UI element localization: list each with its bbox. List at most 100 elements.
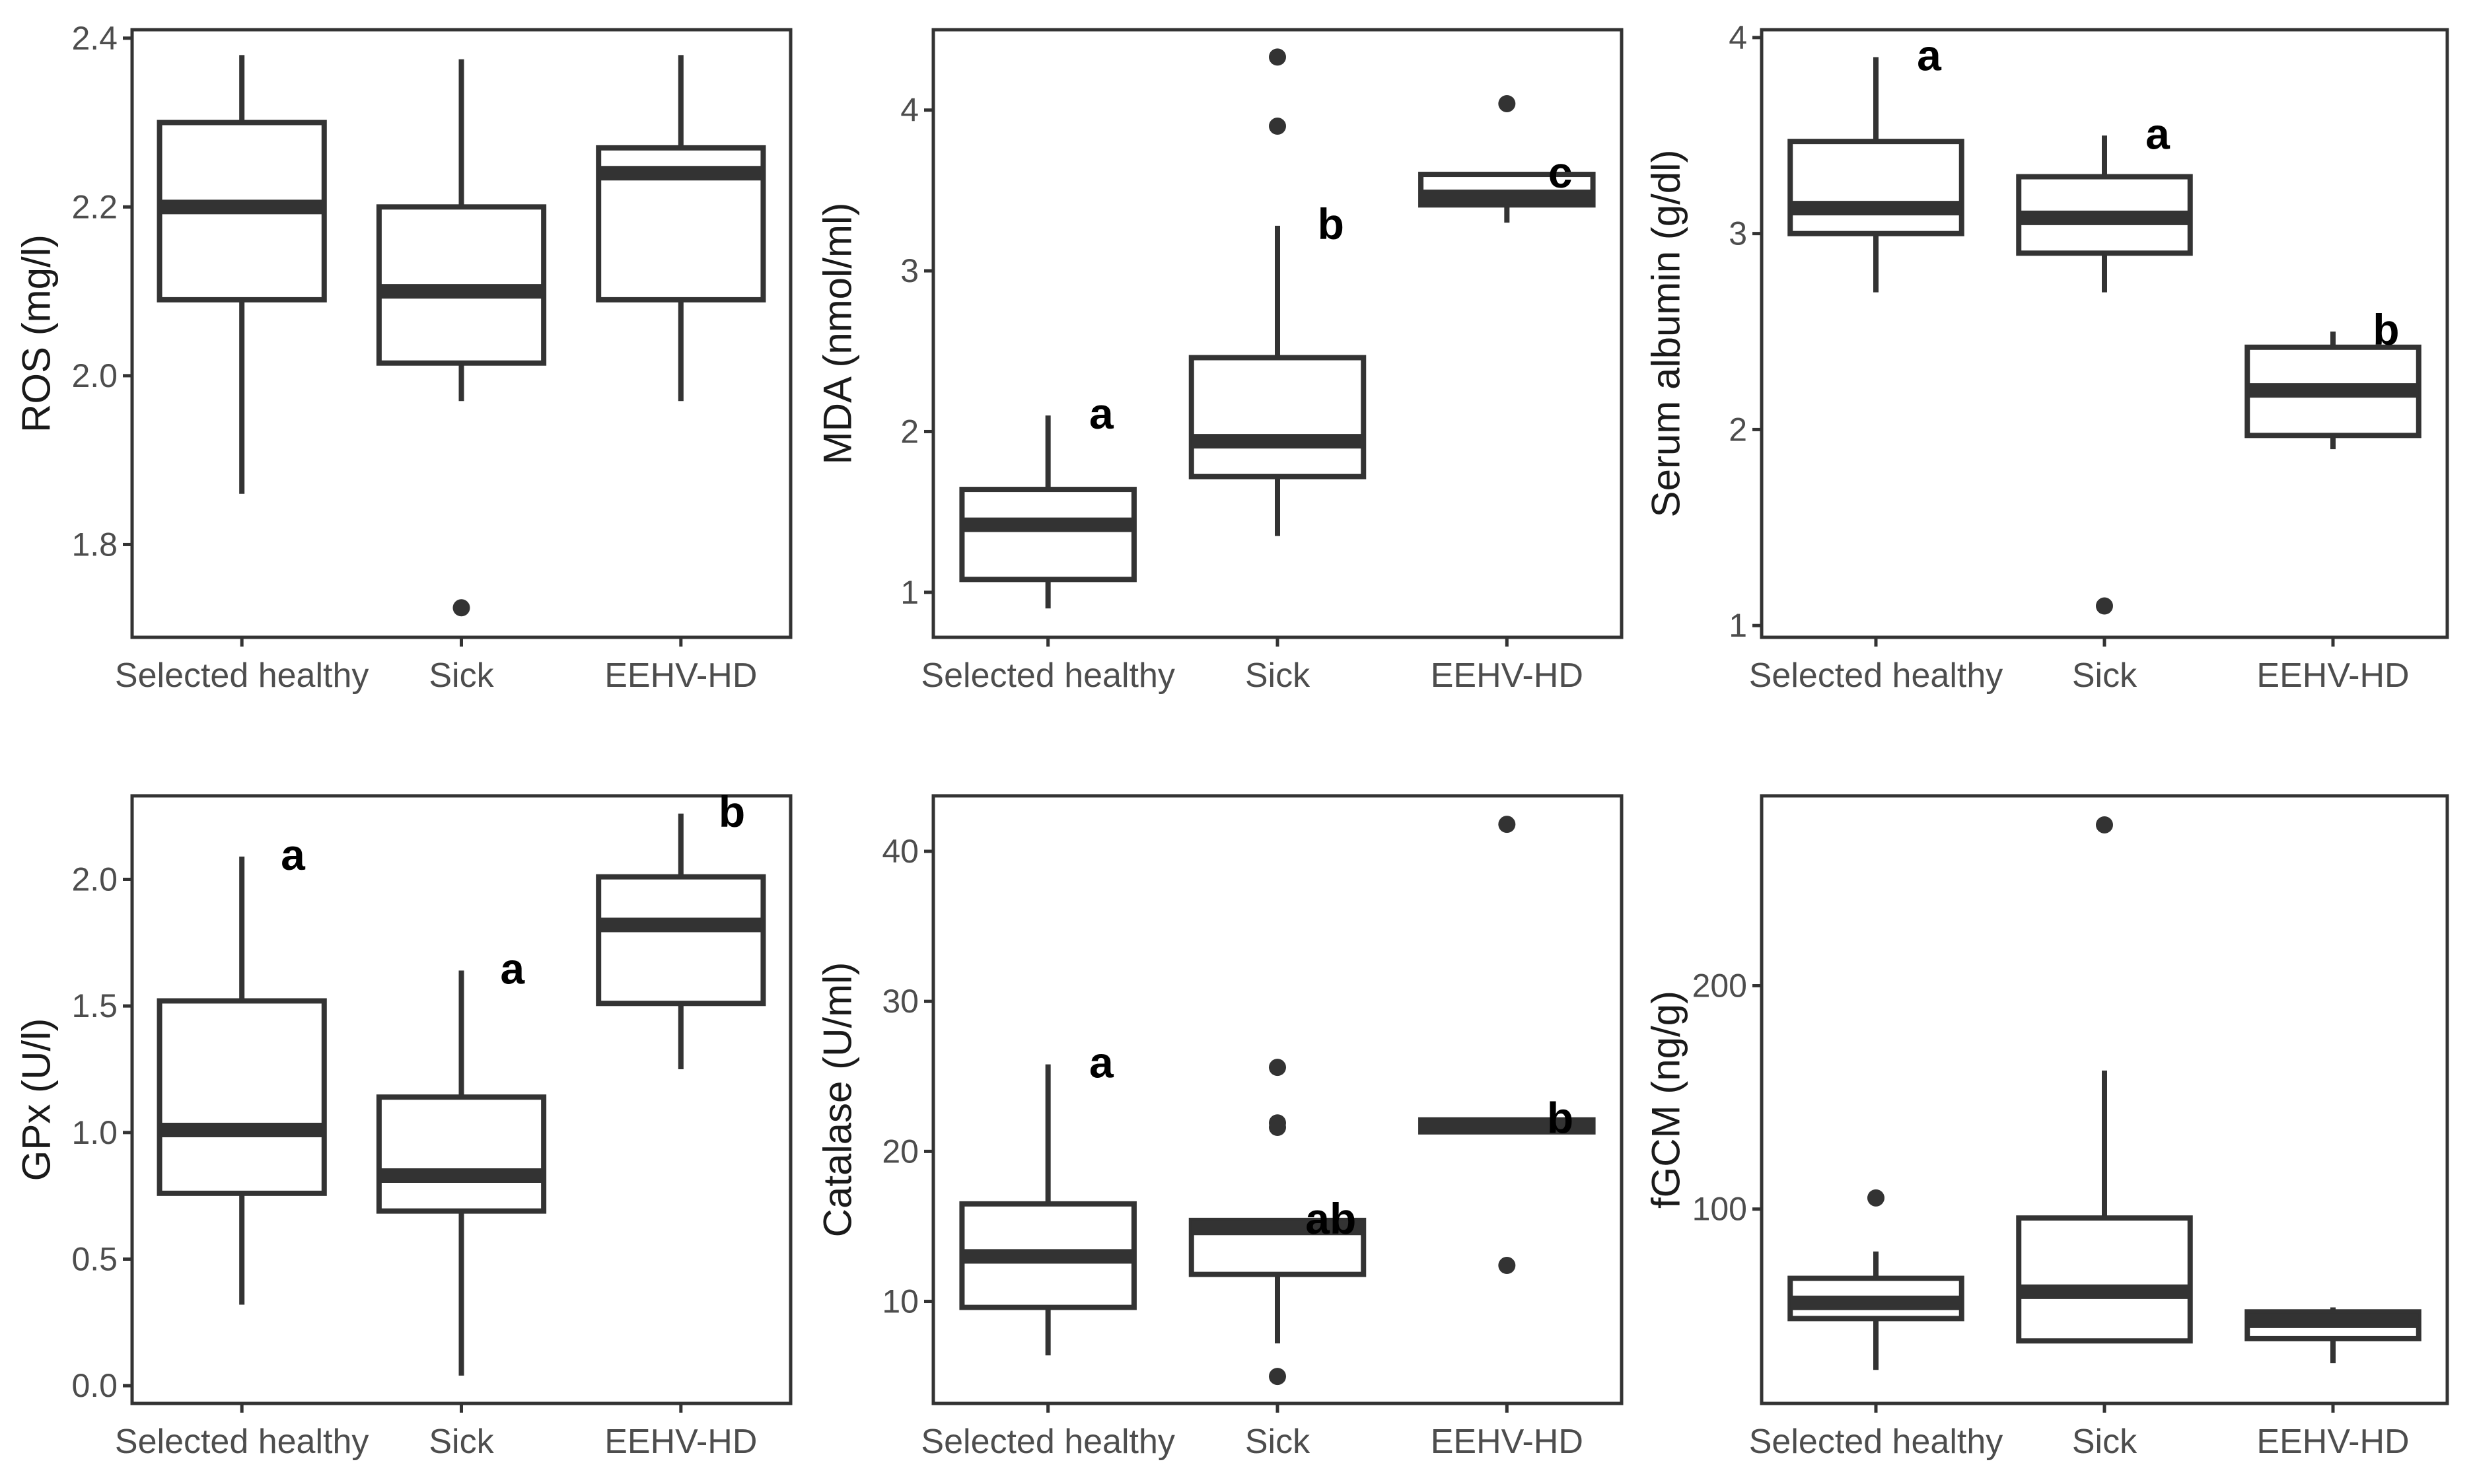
x-category-label: Selected healthy xyxy=(1749,656,2003,695)
x-category-label: EEHV-HD xyxy=(2256,1423,2409,1461)
outlier-point xyxy=(1269,118,1286,135)
outlier-point xyxy=(2096,816,2113,833)
y-tick-label: 1.5 xyxy=(71,987,118,1024)
significance-letter: a xyxy=(2145,109,2170,158)
y-tick-label: 2.0 xyxy=(71,861,118,898)
significance-letter: b xyxy=(719,787,745,836)
y-tick-label: 1.0 xyxy=(71,1114,118,1151)
panel-5: 10 20 30 40 Selected healthy Sick EEHV-HD Catal… xyxy=(816,794,1624,1461)
outlier-point xyxy=(1498,94,1516,112)
box-eehv-hd: c xyxy=(1418,94,1596,223)
outlier-point xyxy=(1498,816,1516,833)
iqr-box xyxy=(157,998,327,1196)
y-tick-label: 1 xyxy=(1729,607,1747,644)
box-eehv-hd: b xyxy=(2244,305,2421,450)
y-tick-label: 4 xyxy=(900,92,919,129)
box-sick: b xyxy=(1188,48,1367,536)
y-tick-label: 10 xyxy=(882,1283,919,1320)
panel-3: 1 2 3 4 Selected healthy Sick EEHV-HD Serum alb… xyxy=(1644,19,2449,695)
y-axis-title: fGCM (ng/g) xyxy=(1644,991,1688,1209)
y-axis-title: MDA (nmol/ml) xyxy=(816,203,860,465)
y-tick-label: 2.4 xyxy=(71,20,118,57)
y-axis-title: Catalase (U/ml) xyxy=(816,962,860,1238)
y-tick-label: 3 xyxy=(900,252,919,289)
y-tick-label: 2.2 xyxy=(71,188,118,225)
y-tick-label: 4 xyxy=(1729,19,1747,56)
x-category-label: EEHV-HD xyxy=(2256,656,2409,695)
outlier-point xyxy=(1498,1257,1516,1275)
y-tick-label: 30 xyxy=(882,983,919,1020)
x-category-label: Sick xyxy=(1245,656,1310,695)
y-tick-label: 0.0 xyxy=(71,1367,118,1404)
x-category-label: Selected healthy xyxy=(921,656,1175,695)
panel-1: 1.8 2.0 2.2 2.4 Selected healthy Sick EEHV-HD R… xyxy=(15,20,793,695)
x-category-label: Selected healthy xyxy=(921,1423,1175,1461)
x-category-label: EEHV-HD xyxy=(1431,656,1583,695)
y-tick-label: 20 xyxy=(882,1133,919,1170)
iqr-box xyxy=(2016,1215,2193,1344)
y-tick-label: 0.5 xyxy=(71,1241,118,1278)
outlier-point xyxy=(1269,48,1286,66)
box-sick: ab xyxy=(1188,1059,1367,1386)
box-selected-healthy xyxy=(1787,1189,1964,1370)
box-selected-healthy: a xyxy=(959,389,1137,609)
box-selected-healthy xyxy=(157,55,327,494)
significance-letter: a xyxy=(1089,389,1114,438)
x-category-label: Sick xyxy=(2072,656,2137,695)
box-eehv-hd xyxy=(596,55,766,402)
y-axis-title: ROS (mg/l) xyxy=(15,234,59,433)
panel-6: 100 200 Selected healthy Sick EEHV-HD fGCM (n… xyxy=(1644,794,2449,1461)
significance-letter: c xyxy=(1548,148,1573,197)
x-category-label: Sick xyxy=(429,1423,494,1461)
x-category-label: Selected healthy xyxy=(115,1423,369,1461)
box-sick: a xyxy=(2016,109,2193,615)
y-tick-label: 1.8 xyxy=(71,526,118,563)
significance-letter: a xyxy=(500,944,525,993)
outlier-point xyxy=(1269,1368,1286,1386)
x-category-label: Sick xyxy=(1245,1423,1310,1461)
y-tick-label: 100 xyxy=(1692,1191,1747,1228)
box-eehv-hd: b xyxy=(1418,816,1596,1275)
box-eehv-hd xyxy=(2244,1307,2421,1364)
y-tick-label: 2 xyxy=(900,413,919,450)
significance-letter: ab xyxy=(1305,1194,1356,1243)
box-selected-healthy: a xyxy=(1787,31,1964,293)
x-category-label: EEHV-HD xyxy=(604,1423,757,1461)
y-tick-label: 2 xyxy=(1729,411,1747,448)
y-axis-title: GPx (U/l) xyxy=(15,1018,59,1182)
outlier-point xyxy=(1269,1119,1286,1137)
outlier-point xyxy=(1867,1189,1884,1207)
box-sick: a xyxy=(376,944,547,1376)
outlier-point xyxy=(1269,1059,1286,1077)
significance-letter: a xyxy=(1917,31,1942,80)
panel-2: 1 2 3 4 Selected healthy Sick EEHV-HD MDA (nmol… xyxy=(816,28,1624,695)
y-tick-label: 200 xyxy=(1692,968,1747,1005)
y-tick-label: 3 xyxy=(1729,215,1747,252)
significance-letter: b xyxy=(2373,305,2399,354)
outlier-point xyxy=(452,599,470,617)
iqr-box xyxy=(1787,139,1964,236)
significance-letter: a xyxy=(281,830,306,879)
x-category-label: Sick xyxy=(2072,1423,2137,1461)
y-tick-label: 2.0 xyxy=(71,357,118,394)
iqr-box xyxy=(376,1094,547,1214)
box-eehv-hd: b xyxy=(596,787,766,1069)
y-tick-label: 40 xyxy=(882,833,919,870)
panel-border xyxy=(1760,28,2449,639)
x-category-label: Selected healthy xyxy=(1749,1423,2003,1461)
x-category-label: EEHV-HD xyxy=(1431,1423,1583,1461)
x-category-label: Sick xyxy=(429,656,494,695)
x-category-label: EEHV-HD xyxy=(604,656,757,695)
iqr-box xyxy=(1188,355,1367,479)
box-sick xyxy=(376,59,547,617)
iqr-box xyxy=(959,487,1137,583)
y-tick-label: 1 xyxy=(900,574,919,611)
box-selected-healthy: a xyxy=(157,830,327,1305)
y-axis-title: Serum albumin (g/dl) xyxy=(1644,150,1688,518)
significance-letter: b xyxy=(1547,1094,1573,1143)
box-sick xyxy=(2016,816,2193,1344)
significance-letter: b xyxy=(1318,199,1344,248)
x-category-label: Selected healthy xyxy=(115,656,369,695)
box-selected-healthy: a xyxy=(959,1038,1137,1356)
